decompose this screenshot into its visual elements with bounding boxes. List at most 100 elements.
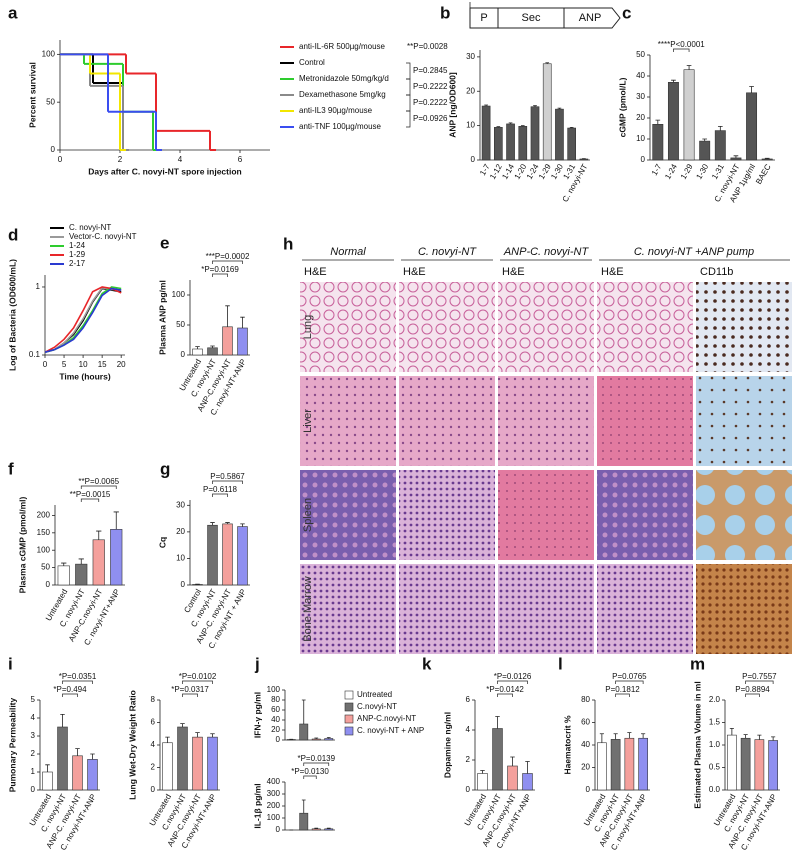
row-label: Liver bbox=[302, 409, 314, 433]
micrograph bbox=[498, 376, 594, 466]
bar bbox=[597, 742, 607, 791]
error-bar bbox=[655, 119, 661, 125]
y-tick-label: 5 bbox=[31, 695, 36, 704]
bar bbox=[57, 565, 70, 586]
error-bar bbox=[195, 346, 200, 349]
micrograph bbox=[399, 564, 495, 654]
p-value: P=0.0765 bbox=[612, 672, 647, 681]
y-tick-label: 50 bbox=[636, 50, 645, 59]
micrograph bbox=[597, 564, 693, 654]
micrograph bbox=[498, 564, 594, 654]
bar bbox=[192, 736, 203, 791]
bar bbox=[638, 737, 648, 791]
bar bbox=[754, 739, 765, 791]
y-tick-label: 0 bbox=[641, 155, 646, 164]
error-bar bbox=[326, 737, 331, 739]
significance-bracket bbox=[62, 680, 93, 684]
p-value: *P=0.494 bbox=[53, 685, 87, 694]
y-tick-label: 0 bbox=[181, 580, 186, 589]
significance-bracket bbox=[745, 693, 760, 697]
legend-label: Dexamethasone 5mg/kg bbox=[299, 90, 386, 99]
x-tick-label: 1-30 bbox=[694, 162, 710, 181]
y-axis-label: Pumonary Permeability bbox=[7, 697, 17, 792]
error-bar bbox=[314, 737, 319, 739]
y-tick-label: 150 bbox=[37, 528, 51, 537]
y-axis-label: IL-1β pg/ml bbox=[252, 783, 262, 828]
bar bbox=[768, 740, 778, 791]
legend-label: 2-17 bbox=[69, 259, 86, 268]
construct-label: Sec bbox=[522, 12, 541, 24]
bar bbox=[177, 726, 188, 791]
x-tick-label: 10 bbox=[79, 360, 88, 369]
significance-bracket bbox=[62, 693, 78, 697]
error-bar bbox=[569, 126, 574, 129]
bar bbox=[567, 127, 577, 161]
y-tick-label: 80 bbox=[271, 695, 280, 704]
y-tick-label: 50 bbox=[41, 563, 50, 572]
row-label: Bone Marrow bbox=[302, 576, 314, 641]
error-bar bbox=[771, 736, 776, 741]
y-tick-label: 1.0 bbox=[709, 740, 721, 749]
y-tick-label: 20 bbox=[176, 527, 185, 536]
x-tick-label: 1-24 bbox=[663, 162, 679, 181]
y-axis-label: ANP [ng/OD600] bbox=[447, 72, 457, 138]
x-tick-label: 15 bbox=[98, 360, 107, 369]
p-value: P=0.0926 bbox=[413, 114, 448, 123]
y-tick-label: 60 bbox=[581, 718, 590, 727]
significance-bracket bbox=[80, 485, 117, 489]
y-tick-label: 4 bbox=[466, 725, 471, 734]
growth-curve bbox=[44, 287, 122, 353]
y-tick-label: 0 bbox=[466, 785, 471, 794]
growth-curve bbox=[44, 286, 122, 353]
p-value: ***P=0.0002 bbox=[206, 252, 250, 261]
bar bbox=[699, 140, 711, 161]
micrograph bbox=[498, 282, 594, 372]
error-bar bbox=[61, 562, 67, 566]
y-tick-label: 8 bbox=[151, 695, 156, 704]
significance-bracket bbox=[406, 78, 411, 96]
y-tick-label: 10 bbox=[176, 554, 185, 563]
p-value: *P=0.0317 bbox=[171, 685, 209, 694]
stain-label: H&E bbox=[502, 266, 525, 278]
y-tick-label: 20 bbox=[271, 725, 280, 734]
stain-label: H&E bbox=[304, 266, 327, 278]
y-tick-label: 0 bbox=[276, 735, 281, 744]
bar bbox=[761, 158, 773, 161]
y-tick-label: 0 bbox=[151, 785, 156, 794]
y-tick-label: 0 bbox=[181, 350, 186, 359]
micrograph bbox=[696, 282, 792, 372]
micrograph bbox=[696, 564, 792, 654]
x-tick-label: 4 bbox=[178, 155, 183, 164]
significance-bracket bbox=[406, 110, 411, 128]
y-axis-label: Plasma cGMP (pmol/ml) bbox=[17, 496, 27, 593]
legend-swatch bbox=[344, 702, 354, 712]
y-axis-label: Estimated Plasma Volume in ml bbox=[692, 681, 702, 808]
legend-label: 1-24 bbox=[69, 241, 86, 250]
stain-label: H&E bbox=[601, 266, 624, 278]
y-tick-label: 0 bbox=[51, 145, 56, 154]
p-value: P=0.7557 bbox=[742, 672, 777, 681]
bar bbox=[87, 759, 98, 791]
micrograph bbox=[696, 376, 792, 466]
bar bbox=[75, 563, 88, 586]
y-tick-label: 0 bbox=[31, 785, 36, 794]
significance-bracket bbox=[182, 693, 198, 697]
micrograph bbox=[300, 376, 396, 466]
growth-curve bbox=[44, 287, 122, 353]
construct-box bbox=[563, 7, 621, 29]
p-value: **P=0.0015 bbox=[70, 490, 111, 499]
legend-swatch bbox=[344, 714, 354, 724]
y-tick-label: 0 bbox=[276, 825, 281, 834]
legend-label: anti-IL-6R 500µg/mouse bbox=[299, 42, 386, 51]
column-header: ANP-C. novyi-NT bbox=[503, 246, 590, 258]
bar bbox=[522, 773, 533, 791]
significance-bracket bbox=[497, 680, 528, 684]
panel-letter: b bbox=[440, 3, 450, 22]
bar bbox=[714, 130, 726, 161]
bar bbox=[683, 69, 695, 161]
error-bar bbox=[301, 799, 306, 814]
y-tick-label: 2 bbox=[151, 763, 156, 772]
y-tick-label: 100 bbox=[37, 545, 51, 554]
x-tick-label: 1-7 bbox=[650, 162, 664, 177]
